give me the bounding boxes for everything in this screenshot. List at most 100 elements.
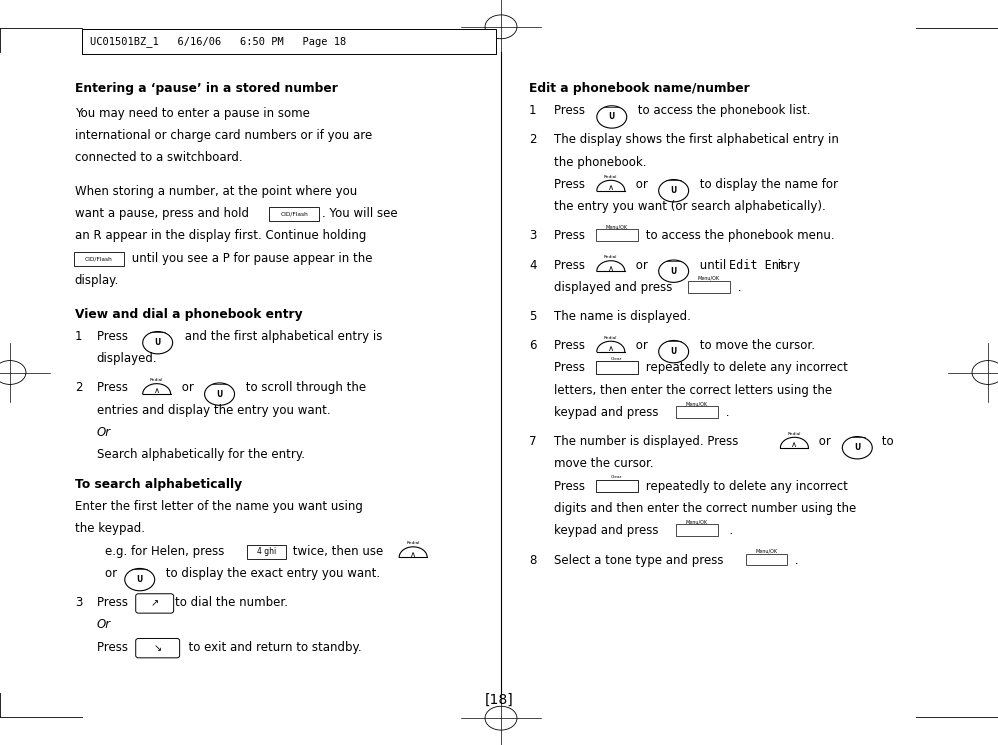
FancyBboxPatch shape [136,594,174,613]
Text: The number is displayed. Press: The number is displayed. Press [554,435,743,448]
Text: Press: Press [554,339,589,352]
Text: to dial the number.: to dial the number. [175,596,287,609]
Text: or: or [815,435,835,448]
Text: ↗: ↗ [151,598,159,609]
Text: Redial: Redial [604,175,618,179]
Text: to scroll through the: to scroll through the [242,381,365,394]
Text: [18]: [18] [485,694,513,707]
Text: ∧: ∧ [410,550,416,559]
Text: Menu/OK: Menu/OK [698,276,720,281]
Text: or: or [632,178,652,191]
Text: digits and then enter the correct number using the: digits and then enter the correct number… [554,502,856,515]
Text: 8: 8 [529,554,536,566]
Text: 5: 5 [529,310,536,323]
Text: . You will see: . You will see [322,207,398,220]
Text: To search alphabetically: To search alphabetically [75,478,242,490]
Text: Enter the first letter of the name you want using: Enter the first letter of the name you w… [75,500,362,513]
Text: Edit a phonebook name/number: Edit a phonebook name/number [529,82,749,95]
Text: ∧: ∧ [608,264,614,273]
Text: an R appear in the display first. Continue holding: an R appear in the display first. Contin… [75,229,366,242]
Text: Entering a ‘pause’ in a stored number: Entering a ‘pause’ in a stored number [75,82,337,95]
Text: Press: Press [554,178,589,191]
Text: displayed and press: displayed and press [554,281,676,294]
Text: or: or [105,567,121,580]
Text: entries and display the entry you want.: entries and display the entry you want. [97,404,330,416]
Text: Edit Entry: Edit Entry [729,259,799,271]
Text: ∧: ∧ [608,344,614,353]
Text: U: U [217,390,223,399]
Text: CID/Flash: CID/Flash [85,256,113,261]
Text: Redial: Redial [604,336,618,340]
Text: Or: Or [97,618,111,631]
Text: 2: 2 [529,133,537,146]
FancyBboxPatch shape [82,29,496,54]
Text: 3: 3 [529,229,536,242]
Text: the phonebook.: the phonebook. [554,156,647,168]
Text: Redial: Redial [406,542,420,545]
Text: keypad and press: keypad and press [554,524,662,537]
Text: to exit and return to standby.: to exit and return to standby. [181,641,361,653]
Text: Redial: Redial [787,432,801,436]
Text: to: to [878,435,894,448]
Text: until you see a P for pause appear in the: until you see a P for pause appear in th… [128,252,372,264]
Text: Menu/OK: Menu/OK [755,548,777,554]
Text: 2: 2 [75,381,83,394]
Text: Menu/OK: Menu/OK [686,519,708,524]
Text: Menu/OK: Menu/OK [686,401,708,406]
FancyBboxPatch shape [269,207,319,221]
Text: The name is displayed.: The name is displayed. [554,310,691,323]
Text: UC01501BZ_1   6/16/06   6:50 PM   Page 18: UC01501BZ_1 6/16/06 6:50 PM Page 18 [90,37,346,47]
Text: or: or [632,259,652,271]
FancyBboxPatch shape [596,480,638,492]
Text: The display shows the first alphabetical entry in: The display shows the first alphabetical… [554,133,838,146]
FancyBboxPatch shape [596,229,638,241]
Text: Or: Or [97,426,111,439]
Text: e.g. for Helen, press: e.g. for Helen, press [105,545,228,557]
Text: connected to a switchboard.: connected to a switchboard. [75,151,243,164]
Text: 1: 1 [529,104,537,117]
Text: twice, then use: twice, then use [289,545,387,557]
Text: .: . [791,554,799,566]
FancyBboxPatch shape [136,638,180,658]
Text: ∧: ∧ [791,440,797,449]
Text: .: . [734,281,742,294]
Text: repeatedly to delete any incorrect: repeatedly to delete any incorrect [642,361,847,374]
Text: 1: 1 [75,330,83,343]
Text: to access the phonebook list.: to access the phonebook list. [634,104,810,117]
Text: U: U [137,575,143,584]
FancyBboxPatch shape [247,545,286,559]
Text: 4: 4 [529,259,537,271]
Text: to display the name for: to display the name for [696,178,837,191]
Text: Press: Press [97,381,132,394]
Text: or: or [632,339,652,352]
Text: Redial: Redial [150,378,164,382]
Text: U: U [854,443,860,452]
Text: Menu/OK: Menu/OK [606,224,628,229]
FancyBboxPatch shape [676,524,718,536]
Text: U: U [609,112,615,121]
Text: Press: Press [97,641,132,653]
FancyBboxPatch shape [746,554,787,565]
Text: .: . [722,524,733,537]
Text: ↘: ↘ [154,643,162,653]
Text: U: U [671,267,677,276]
Text: 3: 3 [75,596,82,609]
Text: 6: 6 [529,339,537,352]
Text: the keypad.: the keypad. [75,522,145,535]
Text: and the first alphabetical entry is: and the first alphabetical entry is [181,330,382,343]
FancyBboxPatch shape [596,361,638,374]
Text: Press: Press [554,229,589,242]
Text: international or charge card numbers or if you are: international or charge card numbers or … [75,129,372,142]
Text: Press: Press [97,596,132,609]
Text: When storing a number, at the point where you: When storing a number, at the point wher… [75,185,357,197]
FancyBboxPatch shape [676,406,718,418]
Text: move the cursor.: move the cursor. [554,457,654,470]
Text: want a pause, press and hold: want a pause, press and hold [75,207,252,220]
Text: View and dial a phonebook entry: View and dial a phonebook entry [75,308,302,320]
Text: ∧: ∧ [608,183,614,192]
Text: or: or [178,381,198,394]
Text: is: is [774,259,787,271]
Text: Press: Press [554,480,589,492]
Text: letters, then enter the correct letters using the: letters, then enter the correct letters … [554,384,832,396]
Text: U: U [155,338,161,347]
